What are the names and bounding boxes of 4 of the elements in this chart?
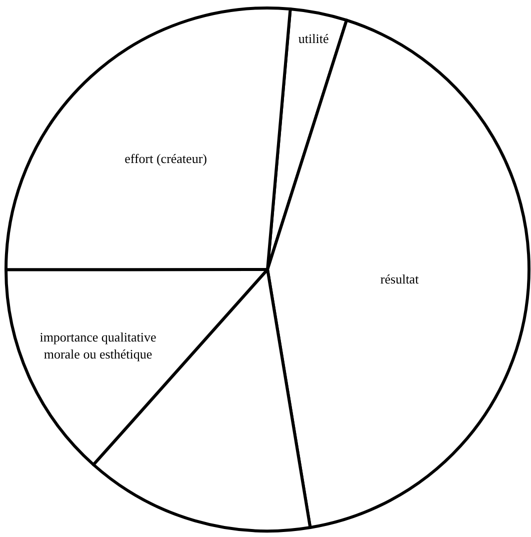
slice-label: importance qualitative morale ou esthétique — [40, 330, 157, 362]
slice-label: effort (créateur) — [124, 151, 207, 166]
slice-label: utilité — [298, 30, 329, 46]
slice-label: résultat — [380, 271, 420, 286]
